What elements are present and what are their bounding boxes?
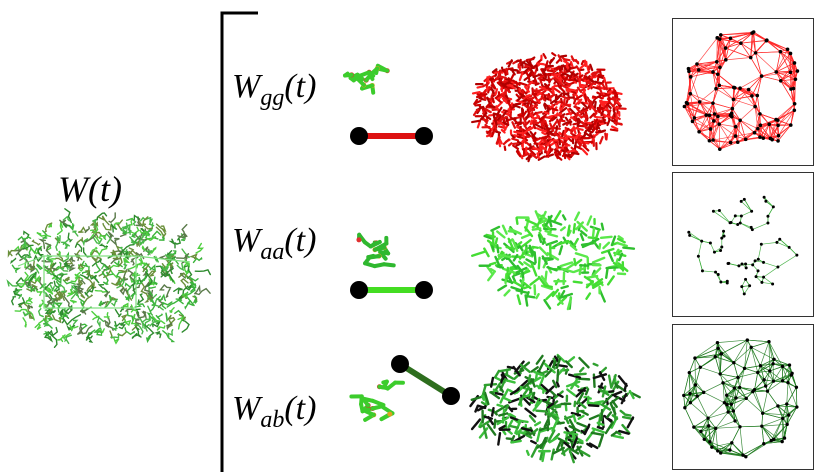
row-label-aa-sub: aa bbox=[260, 239, 285, 265]
edge-dumbbell-ab bbox=[391, 355, 460, 405]
cluster-render-gg bbox=[471, 52, 627, 163]
row-label-ab-arg: (t) bbox=[284, 390, 317, 427]
edge-dumbbell-aa bbox=[350, 281, 433, 299]
main-label-arg: (t) bbox=[88, 169, 122, 209]
molecule-gg bbox=[343, 63, 390, 95]
molecule-ab bbox=[349, 379, 405, 422]
row-label-gg-sub: gg bbox=[260, 85, 285, 111]
row-label-aa-symbol: W bbox=[232, 222, 261, 259]
network-graph-gg bbox=[682, 30, 800, 151]
network-graph-aa bbox=[687, 195, 799, 296]
edge-dumbbell-gg bbox=[350, 127, 433, 145]
row-label-gg-arg: (t) bbox=[284, 68, 317, 105]
row-label-ab-sub: ab bbox=[260, 407, 285, 433]
cluster-render-aa bbox=[471, 210, 636, 311]
row-label-aa: Waa(t) bbox=[232, 222, 316, 266]
molecule-aa bbox=[356, 232, 396, 269]
network-graph-ab bbox=[682, 338, 799, 459]
row-label-ab: Wab(t) bbox=[232, 390, 316, 434]
main-label: W(t) bbox=[58, 168, 122, 210]
network-frame-ab bbox=[672, 324, 814, 470]
full-system-render bbox=[6, 208, 211, 348]
row-label-ab-symbol: W bbox=[232, 390, 261, 427]
row-label-gg: Wgg(t) bbox=[232, 68, 316, 112]
row-label-gg-symbol: W bbox=[232, 68, 261, 105]
cluster-render-ab bbox=[469, 353, 641, 464]
main-label-symbol: W bbox=[58, 169, 88, 209]
bracket bbox=[220, 11, 258, 472]
row-label-aa-arg: (t) bbox=[284, 222, 317, 259]
